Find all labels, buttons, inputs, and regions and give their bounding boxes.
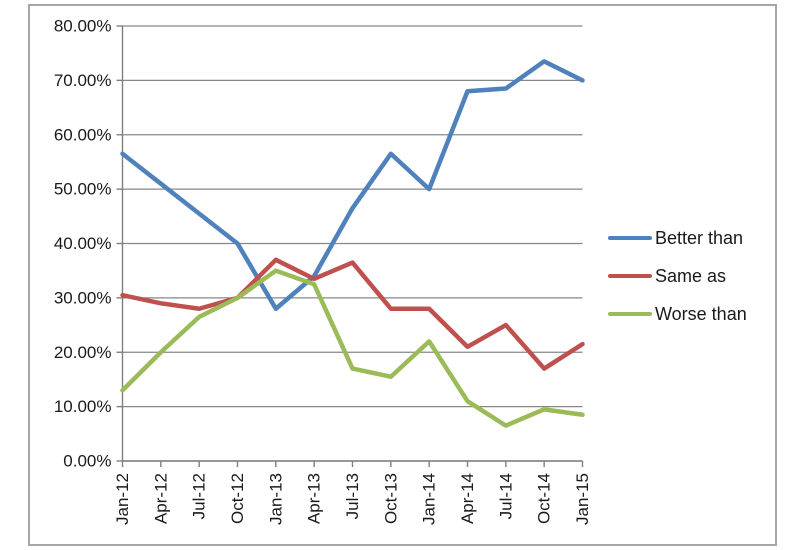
y-axis-label: 40.00% <box>54 234 112 253</box>
chart-border <box>28 4 777 546</box>
legend-label: Worse than <box>655 303 747 324</box>
y-axis-label: 20.00% <box>54 343 112 362</box>
y-axis-label: 80.00% <box>54 17 112 36</box>
x-axis-label: Oct-14 <box>535 473 554 524</box>
legend-swatch-same-as <box>608 273 652 279</box>
legend-swatch-better-than <box>608 235 652 241</box>
x-axis-label: Jan-15 <box>573 473 592 525</box>
y-axis-label: 10.00% <box>54 397 112 416</box>
y-axis-label: 30.00% <box>54 288 112 307</box>
y-axis-label: 0.00% <box>63 452 111 471</box>
x-axis-label: Jul-13 <box>343 473 362 519</box>
x-axis-label: Jul-14 <box>496 473 515 519</box>
x-axis-label: Oct-12 <box>228 473 247 524</box>
x-axis-label: Jan-12 <box>113 473 132 525</box>
x-axis-label: Jul-12 <box>190 473 209 519</box>
series-line-better-than <box>120 59 585 311</box>
y-axis-label: 50.00% <box>54 180 112 199</box>
y-axis-label: 60.00% <box>54 125 112 144</box>
legend-swatch-worse-than <box>608 311 652 317</box>
x-axis-label: Apr-14 <box>458 473 477 524</box>
legend-item-same-as: Same as <box>608 265 726 287</box>
x-axis-label: Apr-13 <box>305 473 324 524</box>
series-line-worse-than <box>120 268 585 428</box>
legend-item-better-than: Better than <box>608 227 743 249</box>
legend-label: Better than <box>655 227 744 248</box>
series-line-same-as <box>120 257 585 371</box>
x-axis-label: Jan-14 <box>420 473 439 525</box>
y-axis-label: 70.00% <box>54 71 112 90</box>
x-axis-label: Oct-13 <box>381 473 400 524</box>
legend-item-worse-than: Worse than <box>608 303 747 325</box>
x-axis-label: Apr-12 <box>151 473 170 524</box>
legend-label: Same as <box>655 265 727 286</box>
x-axis-label: Jan-13 <box>266 473 285 525</box>
